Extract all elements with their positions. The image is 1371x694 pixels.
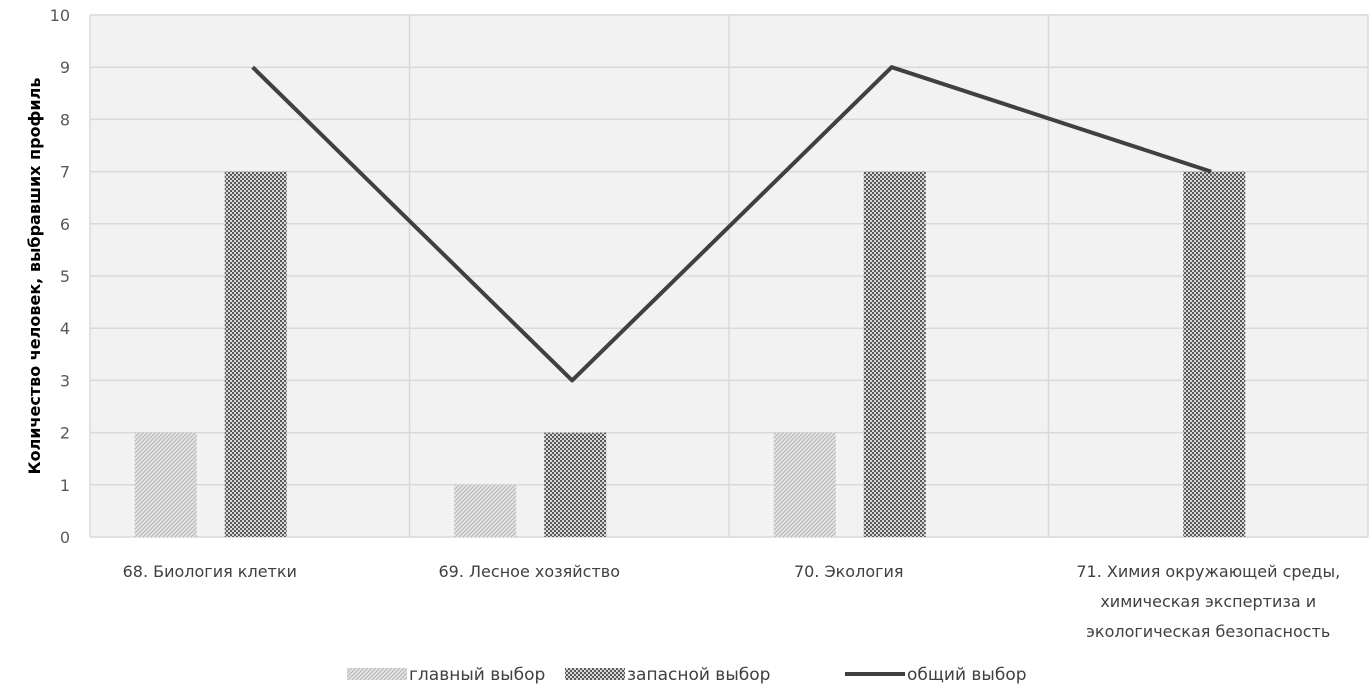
y-tick-label: 6 [60, 215, 70, 234]
x-axis-categories: 68. Биология клетки 69. Лесное хозяйство 7… [123, 562, 1341, 641]
bar-reserve [224, 171, 287, 537]
y-tick-label: 4 [60, 319, 70, 338]
x-category-label: 70. Экология [794, 562, 904, 581]
y-tick-label: 9 [60, 58, 70, 77]
bar-main [134, 432, 197, 537]
legend-label: общий выбор [907, 665, 1027, 685]
bar-main [773, 432, 836, 537]
y-tick-label: 2 [60, 424, 70, 443]
bar-reserve [1183, 171, 1246, 537]
grid [89, 14, 1369, 538]
x-category-label: химическая экспертиза и [1100, 592, 1316, 611]
x-category-label: 71. Химия окружающей среды, [1076, 562, 1340, 581]
y-axis-ticks: 0 1 2 3 4 5 6 7 8 9 10 [50, 6, 70, 547]
x-category-label: 68. Биология клетки [123, 562, 297, 581]
y-axis-label: Количество человек, выбравших профиль [25, 78, 44, 475]
bar-reserve [863, 171, 926, 537]
legend-label: главный выбор [409, 665, 545, 685]
legend: главный выбор запасной выбор общий выбор [347, 665, 1027, 685]
legend-swatch [565, 668, 625, 680]
line-total [251, 65, 1212, 383]
y-tick-label: 3 [60, 371, 70, 390]
line-series [251, 65, 1212, 383]
y-tick-label: 10 [50, 6, 70, 25]
y-tick-label: 7 [60, 163, 70, 182]
y-tick-label: 5 [60, 267, 70, 286]
legend-swatch [347, 668, 407, 680]
x-category-label: экологическая безопасность [1086, 622, 1330, 641]
bar-reserve [544, 432, 607, 537]
y-tick-label: 0 [60, 528, 70, 547]
y-tick-label: 8 [60, 110, 70, 129]
legend-label: запасной выбор [627, 665, 770, 685]
y-tick-label: 1 [60, 476, 70, 495]
x-category-label: 69. Лесное хозяйство [438, 562, 620, 581]
bar-main [454, 484, 517, 537]
bars [134, 171, 1246, 537]
